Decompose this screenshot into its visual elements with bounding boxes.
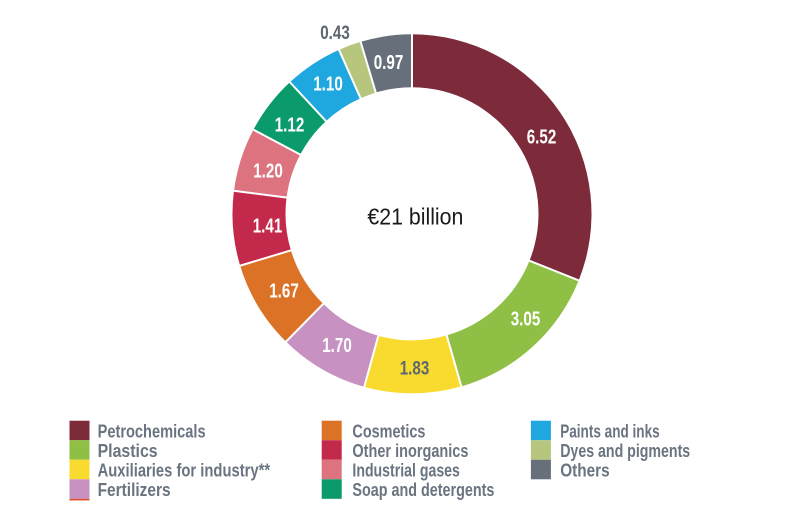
- svg-text:Auxiliaries for industry**: Auxiliaries for industry**: [98, 460, 271, 480]
- svg-text:Petrochemicals: Petrochemicals: [98, 421, 206, 441]
- svg-text:1.70: 1.70: [322, 335, 352, 357]
- svg-text:Others: Others: [560, 460, 610, 480]
- svg-text:Industrial gases: Industrial gases: [352, 460, 460, 480]
- svg-text:€21 billion: €21 billion: [367, 204, 463, 230]
- svg-text:Dyes and pigments: Dyes and pigments: [560, 441, 690, 461]
- svg-text:1.20: 1.20: [253, 161, 283, 183]
- svg-text:1.10: 1.10: [313, 74, 343, 96]
- svg-text:1.67: 1.67: [269, 281, 299, 303]
- svg-text:1.12: 1.12: [275, 115, 305, 137]
- svg-text:Soap and detergents: Soap and detergents: [352, 480, 494, 500]
- svg-text:Other inorganics: Other inorganics: [352, 441, 468, 461]
- svg-text:6.52: 6.52: [527, 127, 557, 149]
- svg-text:Cosmetics: Cosmetics: [352, 421, 425, 441]
- svg-text:1.83: 1.83: [400, 359, 430, 380]
- svg-text:1.41: 1.41: [253, 216, 283, 238]
- svg-text:Paints and inks: Paints and inks: [560, 421, 660, 441]
- svg-text:Fertilizers: Fertilizers: [98, 480, 171, 500]
- svg-text:3.05: 3.05: [511, 309, 541, 331]
- svg-text:0.43: 0.43: [320, 23, 350, 44]
- svg-text:0.97: 0.97: [374, 52, 404, 74]
- svg-text:Plastics: Plastics: [98, 441, 158, 461]
